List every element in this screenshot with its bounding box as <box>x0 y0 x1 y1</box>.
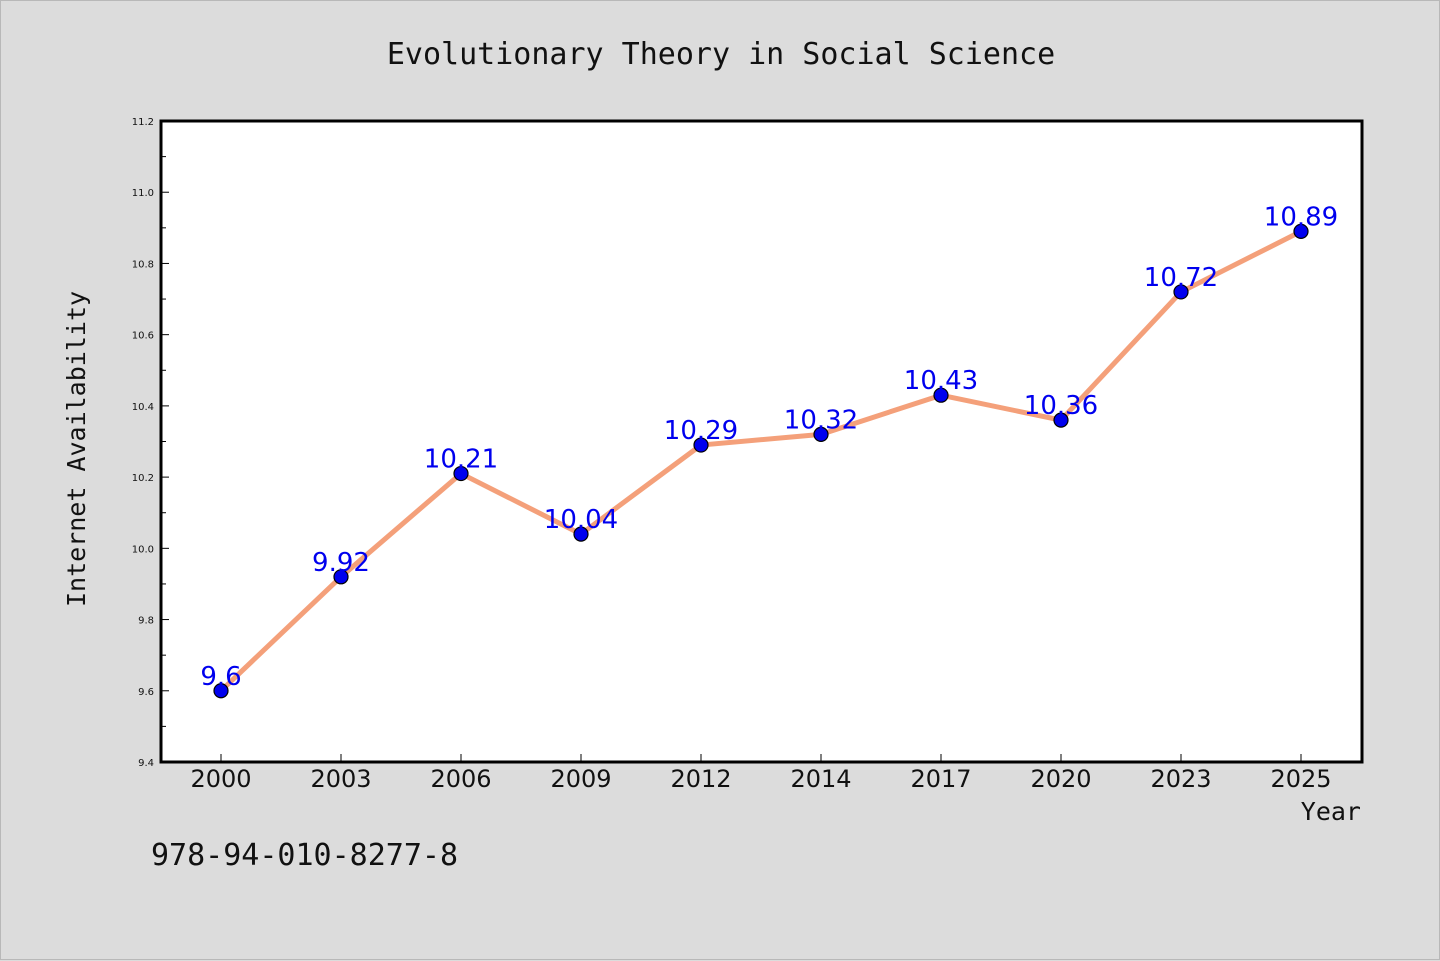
y-tick-label: 11.0 <box>132 188 154 199</box>
series-layer <box>213 223 1309 699</box>
data-label: 10.32 <box>784 405 858 435</box>
annotation-text: 978-94-010-8277-8 <box>151 838 458 873</box>
y-tick-label: 9.8 <box>138 616 154 627</box>
y-tick-label: 10.8 <box>132 259 154 270</box>
data-point <box>1293 223 1309 239</box>
chart-title: Evolutionary Theory in Social Science <box>387 37 1055 72</box>
y-tick-label: 9.4 <box>138 758 154 769</box>
data-label: 10.29 <box>664 416 738 446</box>
y-tick-label: 10.2 <box>132 473 154 484</box>
data-label: 10.21 <box>424 445 498 475</box>
data-label: 10.36 <box>1024 391 1098 421</box>
x-tick-label: 2014 <box>790 765 851 793</box>
data-point <box>1053 412 1069 428</box>
x-tick-label: 2017 <box>910 765 971 793</box>
y-tick-label: 11.2 <box>132 117 154 128</box>
data-point <box>813 426 829 442</box>
data-label: 9.92 <box>312 548 370 578</box>
y-tick-label: 10.0 <box>132 544 154 555</box>
x-tick-label: 2009 <box>550 765 611 793</box>
y-axis: 9.4 9.6 9.8 10.0 10.2 10.4 10.6 10.8 11.0 11.2 <box>132 117 169 769</box>
data-point <box>453 465 469 482</box>
x-axis-label: Year <box>1301 797 1361 826</box>
x-tick-label: 2025 <box>1270 765 1331 793</box>
x-tick-label: 2000 <box>190 765 251 793</box>
x-tick-label: 2006 <box>430 765 491 793</box>
data-label: 9.6 <box>200 662 241 692</box>
data-label: 10.89 <box>1264 202 1338 232</box>
series-line <box>218 228 1304 694</box>
data-point <box>213 683 229 699</box>
data-point <box>693 437 709 453</box>
data-label: 10.04 <box>544 505 618 535</box>
data-labels: 9.6 9.92 10.21 10.04 10.29 10.32 10.43 10.36 10.… <box>200 202 1338 691</box>
data-label: 10.43 <box>904 366 978 396</box>
data-point <box>1173 284 1189 300</box>
y-tick-label: 10.6 <box>132 331 154 342</box>
data-label: 10.72 <box>1144 263 1218 293</box>
x-tick-label: 2003 <box>310 765 371 793</box>
x-tick-label: 2020 <box>1030 765 1091 793</box>
x-tick-label: 2012 <box>670 765 731 793</box>
data-point <box>573 526 589 542</box>
data-point <box>333 569 349 585</box>
x-tick-label: 2023 <box>1150 765 1211 793</box>
y-tick-label: 9.6 <box>138 687 154 698</box>
data-point <box>933 387 949 403</box>
y-axis-label: Internet Availability <box>62 291 91 607</box>
y-tick-label: 10.4 <box>132 402 154 413</box>
x-axis: 2000 2003 2006 2009 2012 2014 2017 2020 2023 2025 <box>190 754 1332 793</box>
